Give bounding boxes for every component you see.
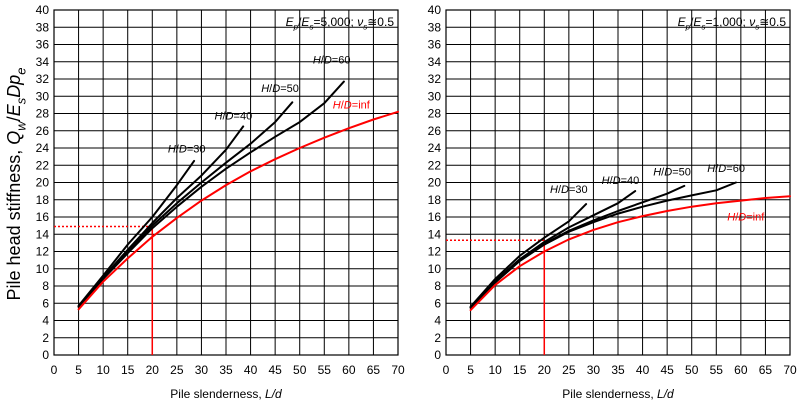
x-tick-label: 65: [367, 363, 381, 377]
chart-annotation: Ep​/Es​=5,000; νs​≅0.5: [286, 15, 395, 32]
y-tick-label: 2: [434, 331, 441, 345]
y-tick-label: 8: [42, 279, 49, 293]
series-line: [77, 80, 345, 308]
x-tick-label: 70: [391, 363, 405, 377]
series-label: H/D=inf: [727, 211, 765, 223]
x-tick-label: 60: [342, 363, 356, 377]
y-tick-label: 24: [428, 141, 442, 155]
x-tick-label: 10: [96, 363, 110, 377]
y-tick-label: 34: [36, 55, 50, 69]
x-tick-label: 45: [660, 363, 674, 377]
series-line: [469, 195, 791, 312]
x-tick-label: 25: [170, 363, 184, 377]
chart-annotation: Ep​/Es​=1,000; νs​≅0.5: [678, 15, 787, 32]
series-label: H/D=50: [653, 167, 691, 179]
x-axis-label: Pile slenderness, L/d: [562, 387, 674, 401]
y-tick-label: 4: [42, 314, 49, 328]
series-label: H/D=60: [707, 163, 745, 175]
series-label: H/D=inf: [333, 99, 371, 111]
shared-y-axis-label: Pile head stiffness, Qw​/Es​Dpe​: [4, 68, 28, 301]
y-tick-label: 18: [36, 193, 50, 207]
x-tick-label: 55: [710, 363, 724, 377]
x-tick-label: 0: [443, 363, 450, 377]
x-tick-label: 50: [293, 363, 307, 377]
y-tick-label: 38: [36, 20, 50, 34]
y-tick-label: 0: [434, 348, 441, 362]
plot-frame: [53, 9, 399, 356]
y-tick-label: 20: [428, 176, 442, 190]
x-tick-label: 10: [488, 363, 502, 377]
series-label: H/D=40: [602, 175, 640, 187]
y-tick-label: 30: [36, 89, 50, 103]
plot-frame: [445, 9, 791, 356]
x-tick-label: 0: [51, 363, 58, 377]
y-tick-label: 8: [434, 279, 441, 293]
y-tick-label: 20: [36, 176, 50, 190]
series-label: H/D=30: [168, 143, 206, 155]
x-tick-label: 65: [759, 363, 773, 377]
series-line: [469, 203, 588, 308]
y-tick-label: 6: [434, 296, 441, 310]
x-tick-label: 45: [268, 363, 282, 377]
y-tick-label: 2: [42, 331, 49, 345]
y-tick-label: 22: [36, 158, 50, 172]
x-tick-label: 35: [611, 363, 625, 377]
series-line: [469, 181, 737, 309]
chart-panel-left: 0 5 10 15 20 25 30 35 40 45 50 55 60 65 70024681012141…: [36, 3, 405, 401]
series-line: [77, 159, 196, 307]
y-tick-label: 26: [428, 124, 442, 138]
x-tick-label: 50: [685, 363, 699, 377]
x-tick-label: 35: [219, 363, 233, 377]
x-tick-label: 40: [244, 363, 258, 377]
x-tick-label: 55: [318, 363, 332, 377]
y-tick-label: 32: [36, 72, 50, 86]
y-tick-label: 14: [36, 227, 50, 241]
x-tick-label: 70: [783, 363, 797, 377]
series-label: H/D=60: [313, 54, 351, 66]
chart-panel-right: 0 5 10 15 20 25 30 35 40 45 50 55 60 65 70024681012141…: [428, 3, 797, 401]
y-tick-label: 12: [428, 245, 442, 259]
y-tick-label: 4: [434, 314, 441, 328]
series-label: H/D=40: [215, 111, 253, 123]
y-tick-label: 0: [42, 348, 49, 362]
x-tick-label: 15: [513, 363, 527, 377]
x-tick-label: 5: [75, 363, 82, 377]
y-tick-label: 40: [428, 3, 442, 17]
y-tick-label: 22: [428, 158, 442, 172]
series-label: H/D=50: [261, 83, 299, 95]
x-tick-label: 20: [146, 363, 160, 377]
x-tick-label: 60: [734, 363, 748, 377]
y-tick-label: 6: [42, 296, 49, 310]
y-tick-label: 26: [36, 124, 50, 138]
x-tick-label: 20: [538, 363, 552, 377]
y-tick-label: 16: [36, 210, 50, 224]
y-tick-label: 12: [36, 245, 50, 259]
series-line: [77, 110, 399, 311]
y-tick-label: 24: [36, 141, 50, 155]
y-tick-label: 36: [428, 38, 442, 52]
y-tick-label: 36: [36, 38, 50, 52]
y-tick-label: 10: [36, 262, 50, 276]
x-tick-label: 25: [562, 363, 576, 377]
y-tick-label: 28: [36, 107, 50, 121]
y-tick-label: 16: [428, 210, 442, 224]
x-axis-label: Pile slenderness, L/d: [170, 387, 282, 401]
y-tick-label: 30: [428, 89, 442, 103]
x-tick-label: 30: [587, 363, 601, 377]
x-tick-label: 15: [121, 363, 135, 377]
y-tick-label: 18: [428, 193, 442, 207]
y-tick-label: 38: [428, 20, 442, 34]
y-tick-label: 40: [36, 3, 50, 17]
y-tick-label: 14: [428, 227, 442, 241]
x-tick-label: 5: [467, 363, 474, 377]
series-label: H/D=30: [550, 184, 588, 196]
y-tick-label: 28: [428, 107, 442, 121]
y-tick-label: 34: [428, 55, 442, 69]
y-tick-label: 32: [428, 72, 442, 86]
y-tick-label: 10: [428, 262, 442, 276]
x-tick-label: 40: [636, 363, 650, 377]
x-tick-label: 30: [195, 363, 209, 377]
